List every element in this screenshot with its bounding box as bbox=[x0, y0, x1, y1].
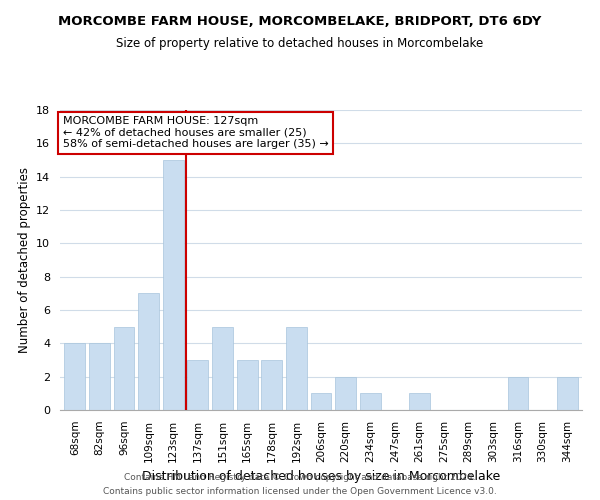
Bar bbox=[163, 160, 184, 410]
Bar bbox=[335, 376, 356, 410]
Text: MORCOMBE FARM HOUSE: 127sqm
← 42% of detached houses are smaller (25)
58% of sem: MORCOMBE FARM HOUSE: 127sqm ← 42% of det… bbox=[62, 116, 328, 149]
Bar bbox=[236, 360, 257, 410]
Bar bbox=[64, 344, 85, 410]
X-axis label: Distribution of detached houses by size in Morcombelake: Distribution of detached houses by size … bbox=[142, 470, 500, 483]
Bar bbox=[409, 394, 430, 410]
Y-axis label: Number of detached properties: Number of detached properties bbox=[17, 167, 31, 353]
Text: Size of property relative to detached houses in Morcombelake: Size of property relative to detached ho… bbox=[116, 38, 484, 51]
Text: MORCOMBE FARM HOUSE, MORCOMBELAKE, BRIDPORT, DT6 6DY: MORCOMBE FARM HOUSE, MORCOMBELAKE, BRIDP… bbox=[58, 15, 542, 28]
Bar bbox=[89, 344, 110, 410]
Bar bbox=[138, 294, 159, 410]
Bar bbox=[360, 394, 381, 410]
Bar bbox=[187, 360, 208, 410]
Text: Contains public sector information licensed under the Open Government Licence v3: Contains public sector information licen… bbox=[103, 486, 497, 496]
Bar bbox=[508, 376, 529, 410]
Bar bbox=[311, 394, 331, 410]
Bar bbox=[557, 376, 578, 410]
Text: Contains HM Land Registry data © Crown copyright and database right 2024.: Contains HM Land Registry data © Crown c… bbox=[124, 472, 476, 482]
Bar bbox=[286, 326, 307, 410]
Bar bbox=[261, 360, 282, 410]
Bar bbox=[113, 326, 134, 410]
Bar bbox=[212, 326, 233, 410]
